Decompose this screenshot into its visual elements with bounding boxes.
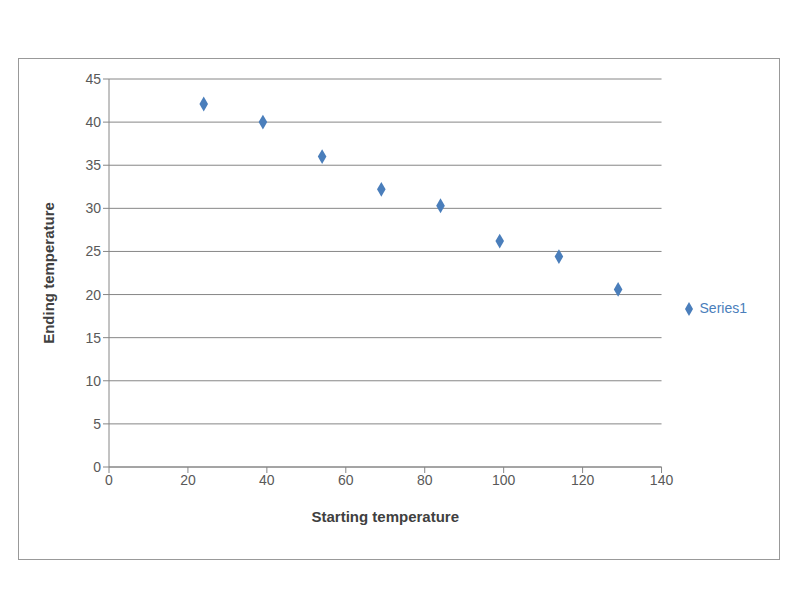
svg-text:25: 25: [85, 243, 101, 259]
svg-text:35: 35: [85, 157, 101, 173]
svg-text:45: 45: [85, 71, 101, 87]
svg-text:140: 140: [650, 472, 674, 488]
svg-text:15: 15: [85, 330, 101, 346]
svg-text:20: 20: [180, 472, 196, 488]
svg-text:0: 0: [93, 459, 101, 475]
svg-text:60: 60: [338, 472, 354, 488]
svg-text:40: 40: [259, 472, 275, 488]
svg-text:100: 100: [492, 472, 516, 488]
svg-text:40: 40: [85, 114, 101, 130]
svg-text:20: 20: [85, 287, 101, 303]
svg-text:Starting temperature: Starting temperature: [311, 508, 459, 525]
svg-text:5: 5: [93, 416, 101, 432]
svg-text:120: 120: [571, 472, 595, 488]
svg-text:30: 30: [85, 200, 101, 216]
svg-text:Ending temperature: Ending temperature: [40, 202, 57, 344]
svg-text:0: 0: [105, 472, 113, 488]
svg-text:10: 10: [85, 373, 101, 389]
html-text:Series1: Series1: [699, 299, 747, 316]
svg-text:80: 80: [417, 472, 433, 488]
